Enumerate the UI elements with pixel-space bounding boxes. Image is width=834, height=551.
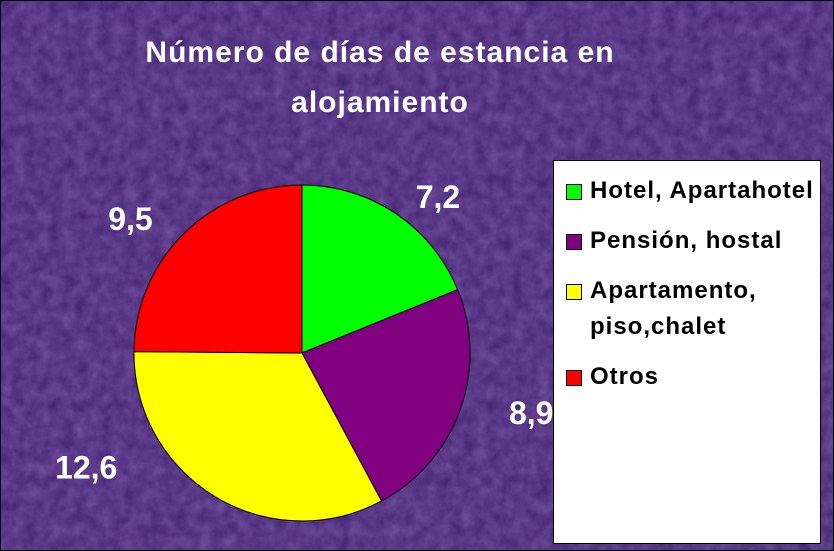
legend-swatch [566,284,582,300]
pie-slice [301,289,471,502]
legend: Hotel, Apartahotel Pensión, hostal Apartam… [553,160,821,544]
data-label: 7,2 [416,179,460,215]
legend-item: Pensión, hostal [566,223,820,259]
legend-swatch [566,370,582,386]
data-label: 12,6 [55,449,117,485]
legend-item: Otros [566,359,820,395]
pie-slice [301,184,459,354]
legend-label: Pensión, hostal [590,227,783,254]
legend-swatch [566,184,582,200]
legend-label: Apartamento, piso,chalet [590,277,757,340]
legend-item: Apartamento, piso,chalet [566,273,820,345]
legend-label: Hotel, Apartahotel [590,177,814,204]
pie-slice [133,184,303,354]
legend-swatch [566,234,582,250]
legend-label: Otros [590,363,660,390]
data-label: 9,5 [108,201,152,237]
pie: 7,2 8,9 12,6 9,5 [55,179,553,522]
chart-title: Número de días de estancia en alojamient… [145,36,615,119]
legend-item: Hotel, Apartahotel [566,173,820,209]
data-label: 8,9 [509,395,553,431]
pie-slice [133,351,383,522]
